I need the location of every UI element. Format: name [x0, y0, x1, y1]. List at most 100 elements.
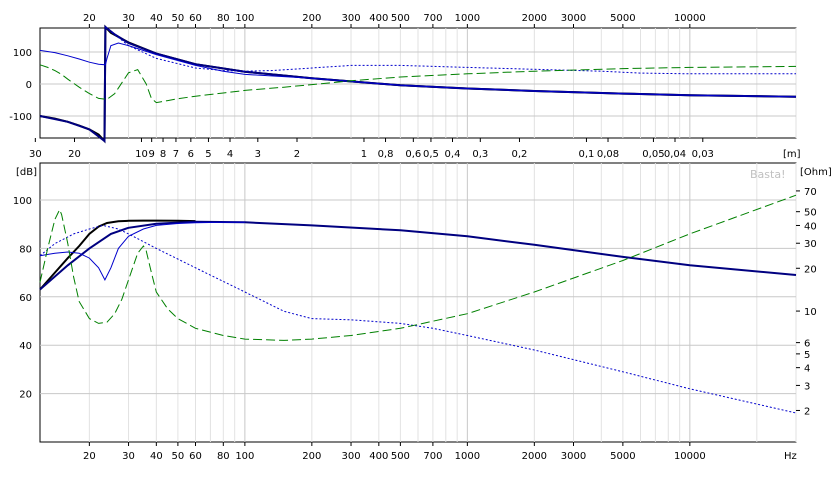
series-line-2: [39, 42, 797, 98]
wavelength-tick-label: 0,1: [579, 149, 595, 160]
top-frequency-tick-label: 60: [189, 13, 202, 24]
wavelength-ticks: 30 20 10 9 8 7 6 5 4 3 2 1 0,8 0,6 0,5 0,4 0,3 0,2 0,1 0,08…: [29, 138, 714, 160]
spl-y-tick-label: 80: [19, 244, 32, 255]
wavelength-tick-label: 4: [227, 149, 233, 160]
series-line-4: [39, 194, 797, 341]
phase-series: [39, 24, 797, 144]
phase-y-tick-label: 100: [13, 48, 32, 59]
frequency-tick-label: 1000: [455, 451, 480, 462]
impedance-tick-label: 10: [804, 307, 817, 318]
wavelength-tick-label: 7: [173, 149, 179, 160]
spl-y-tick-label: 60: [19, 293, 32, 304]
top-frequency-tick-label: 400: [369, 13, 388, 24]
impedance-tick-label: 20: [804, 264, 817, 275]
wavelength-tick-label: 30: [29, 149, 42, 160]
phase-y-tick-label: 0: [26, 80, 32, 91]
wavelength-tick-label: 0,4: [445, 149, 461, 160]
phase-chart: 20 30 40 50 60 80 100 200 300 400 500 700 1000 2000 30…: [9, 13, 800, 160]
top-frequency-tick-label: 200: [302, 13, 321, 24]
top-frequency-tick-label: 40: [150, 13, 163, 24]
spl-frequency-ticks: 20 30 40 50 60 80 100 200 300 400 500 700 1000 2000 30…: [83, 442, 706, 462]
wavelength-tick-label: 6: [188, 149, 194, 160]
wavelength-unit: [m]: [783, 149, 801, 160]
impedance-tick-label: 30: [804, 239, 817, 250]
watermark: Basta!: [750, 168, 785, 181]
top-frequency-tick-label: 300: [341, 13, 360, 24]
top-frequency-tick-label: 500: [391, 13, 410, 24]
wavelength-tick-label: 0,6: [405, 149, 421, 160]
frequency-tick-label: 50: [172, 451, 185, 462]
impedance-tick-label: 3: [804, 381, 810, 392]
impedance-tick-label: 40: [804, 221, 817, 232]
wavelength-tick-label: 10: [135, 149, 148, 160]
wavelength-tick-label: 1: [361, 149, 367, 160]
impedance-tick-label: 50: [804, 208, 817, 219]
top-frequency-tick-label: 1000: [455, 13, 480, 24]
wavelength-tick-label: 0,5: [423, 149, 439, 160]
frequency-tick-label: 500: [391, 451, 410, 462]
wavelength-tick-label: 0,8: [378, 149, 394, 160]
top-frequency-tick-label: 100: [235, 13, 254, 24]
impedance-unit: [Ohm]: [800, 167, 832, 178]
spl-y-tick-label: 20: [19, 390, 32, 401]
series-line-3: [105, 26, 796, 75]
wavelength-tick-label: 9: [148, 149, 154, 160]
wavelength-tick-label: 0,05: [642, 149, 664, 160]
spl-y-tick-label: 40: [19, 341, 32, 352]
series-line-3: [39, 224, 797, 414]
frequency-tick-label: 400: [369, 451, 388, 462]
frequency-tick-label: 40: [150, 451, 163, 462]
spl-y-unit: [dB]: [16, 167, 37, 178]
frequency-tick-label: 100: [235, 451, 254, 462]
frequency-tick-label: 30: [122, 451, 135, 462]
wavelength-tick-label: 5: [205, 149, 211, 160]
frequency-tick-label: 300: [341, 451, 360, 462]
impedance-tick-label: 4: [804, 364, 810, 375]
frequency-tick-label: 2000: [522, 451, 547, 462]
wavelength-tick-label: 8: [160, 149, 166, 160]
frequency-tick-label: 5000: [610, 451, 635, 462]
wavelength-tick-label: 20: [68, 149, 81, 160]
impedance-tick-label: 6: [804, 339, 810, 350]
top-frequency-tick-label: 2000: [522, 13, 547, 24]
top-frequency-tick-label: 5000: [610, 13, 635, 24]
wavelength-tick-label: 0,03: [692, 149, 714, 160]
series-line-4: [39, 64, 797, 104]
wavelength-tick-label: 0,3: [472, 149, 488, 160]
wavelength-tick-label: 0,04: [664, 149, 686, 160]
impedance-tick-label: 2: [804, 406, 810, 417]
spl-y-tick-label: 100: [13, 196, 32, 207]
impedance-y-ticks: 70 50 40 30 20 10 65 4 3 2: [796, 187, 817, 417]
frequency-tick-label: 60: [189, 451, 202, 462]
top-frequency-tick-label: 50: [172, 13, 185, 24]
top-frequency-tick-label: 30: [122, 13, 135, 24]
wavelength-tick-label: 0,2: [512, 149, 528, 160]
phase-top-frequency-ticks: 20 30 40 50 60 80 100 200 300 400 500 700 1000 2000 30…: [83, 13, 706, 28]
top-frequency-tick-label: 3000: [561, 13, 586, 24]
frequency-tick-label: 200: [302, 451, 321, 462]
frequency-tick-label: 80: [217, 451, 230, 462]
frequency-tick-label: 3000: [561, 451, 586, 462]
top-frequency-tick-label: 10000: [674, 13, 706, 24]
phase-gridlines: [40, 28, 797, 138]
top-frequency-tick-label: 700: [423, 13, 442, 24]
series-line-2: [39, 221, 245, 282]
impedance-tick-label: 5: [804, 350, 810, 361]
spl-gridlines: [40, 163, 797, 442]
top-frequency-tick-label: 20: [83, 13, 96, 24]
frequency-unit: Hz: [784, 451, 797, 462]
frequency-tick-label: 10000: [674, 451, 706, 462]
top-frequency-tick-label: 80: [217, 13, 230, 24]
wavelength-tick-label: 3: [255, 149, 261, 160]
wavelength-tick-label: 2: [294, 149, 300, 160]
spl-chart: Basta! 20 30 40 50 60 80 100 200 300 400 500 700 100…: [13, 162, 832, 462]
wavelength-tick-label: 0,08: [597, 149, 619, 160]
impedance-tick-label: 70: [804, 187, 817, 198]
spl-y-ticks: 100 80 60 40 20: [13, 196, 32, 401]
spl-series: [39, 194, 797, 414]
frequency-tick-label: 700: [423, 451, 442, 462]
series-line-0: [39, 219, 196, 291]
phase-y-ticks: 100 0 -100: [9, 48, 32, 123]
frequency-tick-label: 20: [83, 451, 96, 462]
